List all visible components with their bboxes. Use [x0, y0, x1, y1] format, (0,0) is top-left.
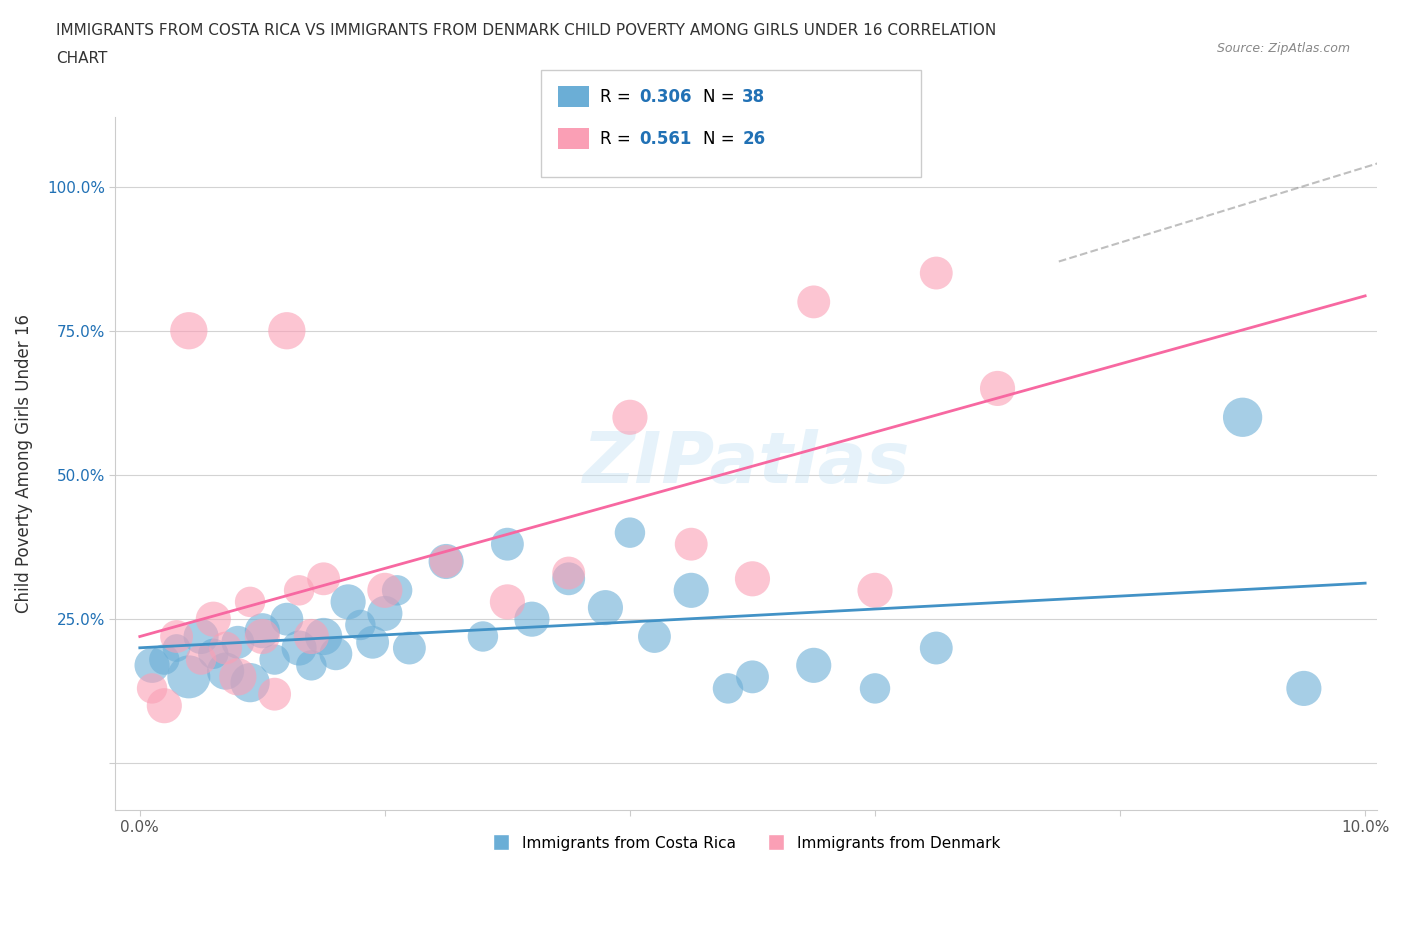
Point [276, 612, 298, 627]
Point [288, 641, 311, 656]
Text: 0.306: 0.306 [640, 87, 692, 106]
Point [681, 583, 703, 598]
Text: 0.561: 0.561 [640, 129, 692, 148]
Point [263, 652, 285, 667]
Text: R =: R = [600, 129, 637, 148]
Point [557, 565, 579, 580]
Point [252, 623, 274, 638]
Point [619, 525, 641, 540]
Point [643, 629, 665, 644]
Point [202, 646, 225, 661]
Point [925, 641, 948, 656]
Point [1232, 410, 1254, 425]
Point [190, 652, 212, 667]
Point [557, 571, 579, 586]
Point [863, 681, 886, 696]
Text: 26: 26 [742, 129, 765, 148]
Point [863, 583, 886, 598]
Point [434, 554, 457, 569]
Point [595, 600, 617, 615]
Text: N =: N = [703, 87, 740, 106]
Text: R =: R = [600, 87, 637, 106]
Point [471, 629, 494, 644]
Point [361, 635, 384, 650]
Point [496, 594, 519, 609]
Text: CHART: CHART [56, 51, 108, 66]
Point [434, 554, 457, 569]
Point [312, 571, 335, 586]
Point [619, 410, 641, 425]
Point [177, 324, 200, 339]
Point [276, 324, 298, 339]
Point [312, 629, 335, 644]
Point [190, 629, 212, 644]
Point [202, 612, 225, 627]
Point [141, 681, 163, 696]
Point [385, 583, 408, 598]
Point [349, 618, 371, 632]
Text: IMMIGRANTS FROM COSTA RICA VS IMMIGRANTS FROM DENMARK CHILD POVERTY AMONG GIRLS : IMMIGRANTS FROM COSTA RICA VS IMMIGRANTS… [56, 23, 997, 38]
Point [239, 675, 262, 690]
Point [153, 652, 176, 667]
Point [263, 686, 285, 701]
Point [741, 670, 763, 684]
Text: N =: N = [703, 129, 740, 148]
Point [153, 698, 176, 713]
Point [741, 571, 763, 586]
Point [252, 629, 274, 644]
Point [1292, 681, 1315, 696]
Text: Source: ZipAtlas.com: Source: ZipAtlas.com [1216, 42, 1350, 55]
Text: ZIPatlas: ZIPatlas [582, 429, 910, 498]
Point [288, 583, 311, 598]
Point [337, 594, 360, 609]
Point [520, 612, 543, 627]
Point [141, 658, 163, 672]
Point [374, 606, 396, 621]
Point [398, 641, 420, 656]
Point [299, 629, 322, 644]
Point [166, 641, 188, 656]
Point [803, 658, 825, 672]
Point [496, 537, 519, 551]
Point [239, 594, 262, 609]
Point [177, 670, 200, 684]
Legend: Immigrants from Costa Rica, Immigrants from Denmark: Immigrants from Costa Rica, Immigrants f… [485, 829, 1007, 857]
Point [166, 629, 188, 644]
Point [374, 583, 396, 598]
Point [299, 658, 322, 672]
Point [214, 664, 236, 679]
Point [717, 681, 740, 696]
Point [226, 670, 249, 684]
Point [214, 641, 236, 656]
Text: 38: 38 [742, 87, 765, 106]
Point [925, 266, 948, 281]
Point [226, 635, 249, 650]
Point [681, 537, 703, 551]
Point [986, 381, 1008, 396]
Point [325, 646, 347, 661]
Point [803, 295, 825, 310]
Y-axis label: Child Poverty Among Girls Under 16: Child Poverty Among Girls Under 16 [15, 314, 32, 613]
